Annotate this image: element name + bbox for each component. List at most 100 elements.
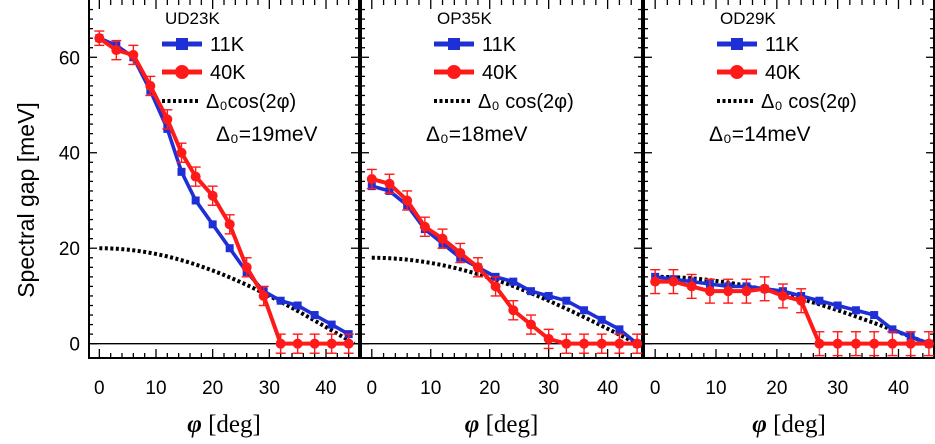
data-point <box>258 290 269 301</box>
x-tick-label: 0 <box>650 378 661 399</box>
legend-label-fit: Δ₀ cos(2φ) <box>478 91 574 113</box>
x-tick-label: 30 <box>538 378 559 399</box>
y-tick-label: 0 <box>69 335 80 356</box>
data-point <box>777 290 788 301</box>
data-point <box>293 301 302 310</box>
panels: 0 10 20 30 40 0 20 40 60 φ [deg] UD23K 11K 40K Δ₀cos(… <box>59 0 935 438</box>
data-point <box>832 338 843 349</box>
data-point <box>815 296 824 305</box>
delta-annotation: Δ₀=18meV <box>426 123 528 146</box>
x-axis-symbol: φ <box>465 411 480 438</box>
x-axis-unit: [deg] <box>479 411 538 438</box>
data-point <box>759 283 770 294</box>
y-tick-label: 20 <box>59 239 80 260</box>
data-point <box>276 296 285 305</box>
data-point <box>887 338 898 349</box>
data-point <box>310 311 319 320</box>
data-point <box>905 338 916 349</box>
fit-curve <box>371 255 639 346</box>
panel-ud23k: 0 10 20 30 40 0 20 40 60 φ [deg] UD23K 11K 40K Δ₀cos(… <box>59 0 361 438</box>
data-point <box>327 320 336 329</box>
series-line <box>98 36 349 346</box>
x-tick-label: 20 <box>202 378 223 399</box>
data-point <box>851 306 860 315</box>
data-point <box>508 305 519 316</box>
delta-annotation: Δ₀=14meV <box>709 123 811 146</box>
x-axis-symbol: φ <box>752 411 767 438</box>
panel-label: UD23K <box>165 9 220 28</box>
series-40k <box>94 30 354 354</box>
legend: 11K 40K Δ₀ cos(2φ) <box>717 34 857 113</box>
x-tick-label: 10 <box>420 378 441 399</box>
panel-label: OP35K <box>437 9 492 28</box>
data-point <box>275 338 286 349</box>
x-tick-label: 40 <box>888 378 909 399</box>
data-point <box>366 174 377 184</box>
data-point <box>923 338 934 349</box>
data-point <box>176 147 187 158</box>
x-tick-label: 0 <box>94 378 105 399</box>
data-point <box>561 338 572 349</box>
data-point <box>94 33 105 44</box>
data-point <box>796 295 807 306</box>
data-point <box>614 338 625 349</box>
panel-od29k: 0 10 20 30 40 φ [deg] OD29K 11K 40K Δ₀ cos(2φ) Δ₀=… <box>643 0 935 438</box>
data-point <box>615 325 624 334</box>
legend-marker-40k <box>175 65 189 79</box>
legend-label-40k: 40K <box>210 62 246 84</box>
x-tick-label: 30 <box>827 378 848 399</box>
data-point <box>190 171 201 182</box>
data-point <box>208 220 217 229</box>
series-line <box>654 275 930 346</box>
legend-label-fit: Δ₀cos(2φ) <box>206 91 296 113</box>
legend-label-11k: 11K <box>482 34 517 56</box>
data-point <box>326 338 337 349</box>
x-tick-label: 20 <box>479 378 500 399</box>
data-point <box>111 45 122 56</box>
series-40k <box>366 168 643 354</box>
data-point <box>224 219 235 230</box>
data-point <box>162 114 173 125</box>
x-tick-label: 10 <box>145 378 166 399</box>
legend-label-fit: Δ₀ cos(2φ) <box>761 91 857 113</box>
data-point <box>207 190 218 201</box>
data-point <box>525 319 536 330</box>
data-point <box>292 338 303 349</box>
data-point <box>833 301 842 310</box>
data-point <box>128 49 139 60</box>
series-line <box>371 177 638 346</box>
data-point <box>526 287 535 296</box>
x-axis-unit: [deg] <box>202 411 261 438</box>
data-point <box>579 338 590 349</box>
legend-marker-11k <box>448 38 460 50</box>
panel-label: OD29K <box>720 9 776 28</box>
legend: 11K 40K Δ₀cos(2φ) <box>162 34 296 113</box>
x-axis-unit: [deg] <box>767 411 826 438</box>
legend: 11K 40K Δ₀ cos(2φ) <box>434 34 574 113</box>
data-point <box>814 338 825 349</box>
data-point <box>704 286 715 297</box>
data-point <box>580 306 589 315</box>
data-point <box>562 296 571 305</box>
data-point <box>145 80 156 91</box>
data-point <box>472 262 483 273</box>
data-point <box>241 262 252 273</box>
legend-marker-11k <box>176 38 188 50</box>
data-point <box>309 338 320 349</box>
data-point <box>544 291 553 300</box>
y-tick-label: 60 <box>59 48 80 69</box>
legend-marker-11k <box>731 38 743 50</box>
x-axis-label: φ [deg] <box>187 411 261 438</box>
legend-label-40k: 40K <box>765 62 801 84</box>
x-axis-label: φ [deg] <box>752 411 826 438</box>
data-point <box>686 281 697 292</box>
data-point <box>191 196 200 205</box>
data-point <box>419 221 430 232</box>
x-tick-label: 20 <box>766 378 787 399</box>
data-point <box>437 233 448 244</box>
series-line <box>655 279 929 346</box>
data-point <box>509 277 518 286</box>
fit-curve <box>99 246 356 346</box>
data-point <box>343 338 354 349</box>
